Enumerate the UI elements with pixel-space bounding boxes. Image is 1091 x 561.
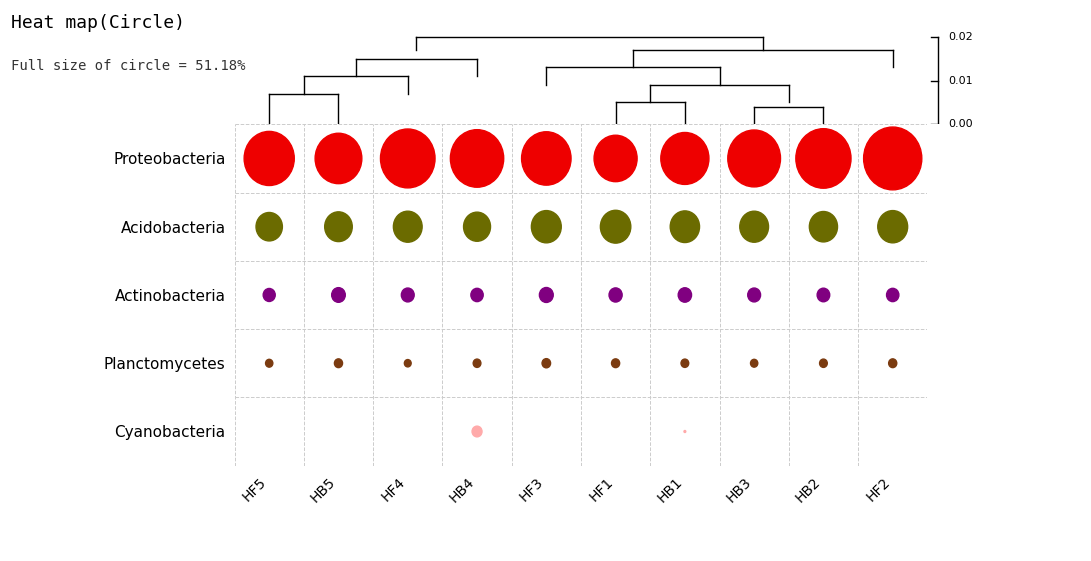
Ellipse shape — [542, 358, 551, 368]
Ellipse shape — [612, 359, 620, 367]
Ellipse shape — [335, 359, 343, 367]
Ellipse shape — [472, 426, 482, 437]
Text: Heat map(Circle): Heat map(Circle) — [11, 14, 184, 32]
Ellipse shape — [531, 210, 561, 243]
Ellipse shape — [315, 133, 362, 183]
Ellipse shape — [451, 130, 504, 187]
Ellipse shape — [747, 288, 760, 302]
Ellipse shape — [661, 132, 709, 185]
Ellipse shape — [817, 288, 830, 302]
Ellipse shape — [405, 360, 411, 367]
Ellipse shape — [394, 211, 422, 242]
Ellipse shape — [889, 359, 897, 367]
Ellipse shape — [819, 359, 827, 367]
Ellipse shape — [751, 359, 758, 367]
Ellipse shape — [728, 130, 780, 187]
Ellipse shape — [679, 288, 692, 302]
Text: Full size of circle = 51.18%: Full size of circle = 51.18% — [11, 59, 245, 73]
Ellipse shape — [539, 287, 553, 302]
Ellipse shape — [795, 128, 851, 188]
Ellipse shape — [681, 359, 688, 367]
Ellipse shape — [263, 288, 275, 301]
Text: 0.00: 0.00 — [949, 119, 973, 130]
Ellipse shape — [325, 212, 352, 242]
Ellipse shape — [464, 212, 491, 241]
Ellipse shape — [810, 211, 838, 242]
Text: 0.02: 0.02 — [949, 32, 973, 42]
Ellipse shape — [401, 288, 415, 302]
Ellipse shape — [670, 211, 699, 242]
Ellipse shape — [740, 211, 768, 242]
Ellipse shape — [471, 288, 483, 302]
Ellipse shape — [878, 210, 908, 243]
Ellipse shape — [332, 288, 345, 302]
Ellipse shape — [887, 288, 899, 302]
Ellipse shape — [864, 127, 922, 190]
Ellipse shape — [684, 430, 686, 433]
Ellipse shape — [265, 359, 273, 367]
Text: 0.01: 0.01 — [949, 76, 973, 86]
Ellipse shape — [381, 129, 435, 188]
Ellipse shape — [521, 132, 571, 185]
Ellipse shape — [609, 288, 622, 302]
Ellipse shape — [256, 213, 283, 241]
Ellipse shape — [473, 359, 481, 367]
Ellipse shape — [595, 135, 637, 182]
Ellipse shape — [600, 210, 631, 243]
Ellipse shape — [244, 131, 295, 186]
